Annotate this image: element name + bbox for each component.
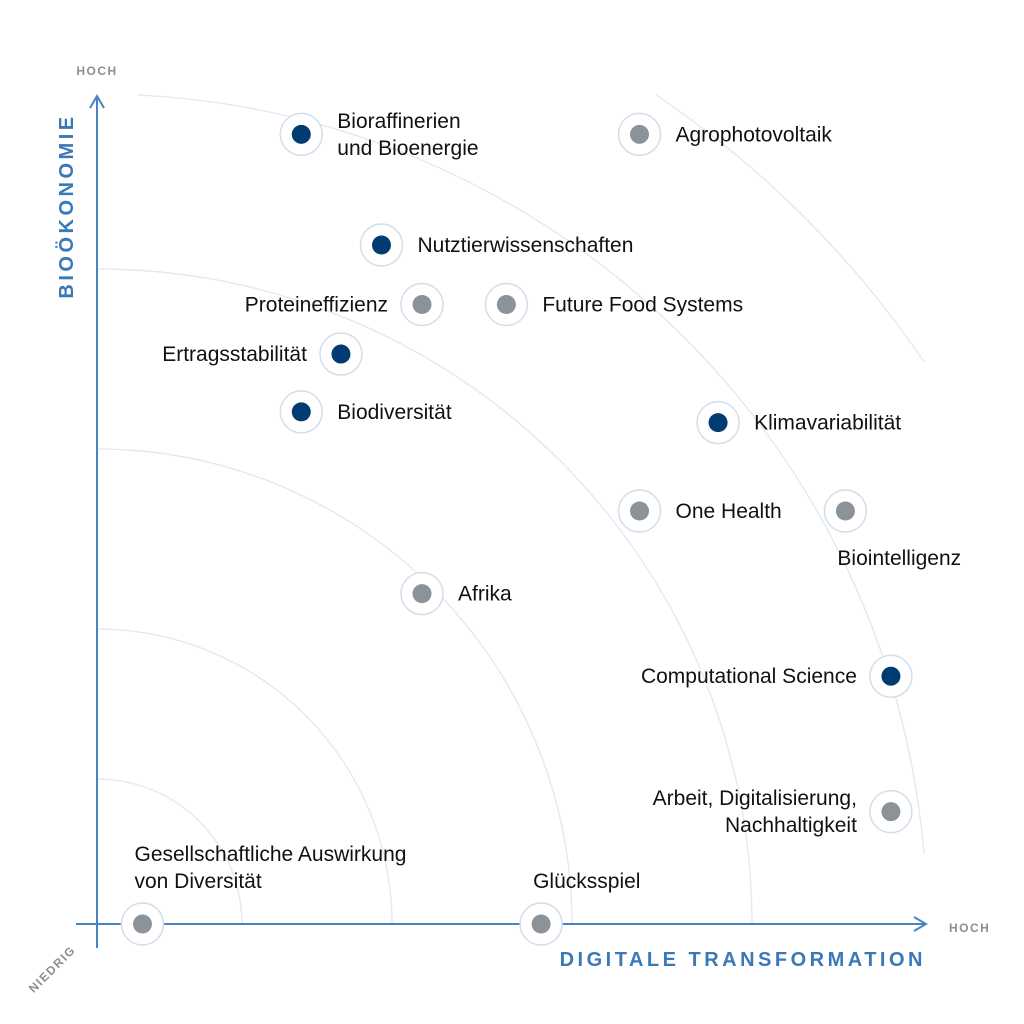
point-label-line: Nutztierwissenschaften [417, 234, 633, 257]
y-axis-high-label: HOCH [76, 64, 117, 78]
point-marker [881, 666, 901, 686]
grid-arc [96, 268, 753, 925]
point-label: Biodiversität [337, 401, 452, 424]
data-points: Bioraffinerien und Bioenergie Agrophotovol… [120, 110, 961, 946]
point-label: Computational Science [641, 665, 857, 688]
point-marker [630, 124, 650, 144]
point-label-line: Biointelligenz [837, 547, 961, 570]
data-point: Nutztierwissenschaften [359, 223, 633, 267]
data-point: Gesellschaftliche Auswirkung von Diversit… [120, 843, 406, 946]
point-marker [371, 235, 391, 255]
point-marker [881, 802, 901, 822]
point-label: One Health [676, 500, 782, 523]
data-point: Glücksspiel [519, 870, 640, 946]
point-marker [412, 584, 432, 604]
grid-arc [655, 94, 925, 363]
point-label: Arbeit, Digitalisierung, Nachhaltigkeit [653, 787, 857, 837]
data-point: Arbeit, Digitalisierung, Nachhaltigkeit [653, 787, 913, 837]
point-label: Biointelligenz [837, 547, 961, 570]
point-label-line: Nachhaltigkeit [725, 814, 857, 837]
point-label: Afrika [458, 583, 512, 606]
origin-label: NIEDRIG [26, 943, 79, 996]
data-point: Agrophotovoltaik [617, 112, 833, 157]
point-label-line: Biodiversität [337, 401, 452, 424]
axes: DIGITALE TRANSFORMATION BIOÖKONOMIE HOCH… [26, 64, 990, 996]
point-label: Ertragsstabilität [162, 343, 307, 366]
data-point: Ertragsstabilität [162, 332, 363, 376]
point-label-line: One Health [676, 500, 782, 523]
y-axis-arrow [89, 94, 105, 109]
x-axis-arrow [913, 916, 928, 932]
data-point: Afrika [400, 571, 512, 616]
point-label-line: und Bioenergie [337, 137, 478, 160]
point-marker [708, 413, 728, 433]
point-label-line: Ertragsstabilität [162, 343, 307, 366]
point-label: Proteineffizienz [245, 294, 388, 317]
grid-arc [96, 778, 243, 925]
point-marker [412, 295, 432, 314]
data-point: Computational Science [641, 654, 913, 698]
point-marker [132, 914, 152, 934]
data-point: Proteineffizienz [245, 282, 444, 327]
point-marker [496, 295, 516, 314]
point-label-line: von Diversität [134, 870, 261, 893]
grid-arc [137, 94, 925, 854]
point-label-line: Agrophotovoltaik [676, 123, 833, 146]
x-axis-title: DIGITALE TRANSFORMATION [560, 949, 926, 971]
y-axis-title: BIOÖKONOMIE [55, 113, 78, 298]
point-label: Agrophotovoltaik [676, 123, 833, 146]
point-label-line: Gesellschaftliche Auswirkung [134, 843, 406, 866]
point-label-line: Glücksspiel [533, 870, 640, 893]
grid-arc [96, 628, 393, 925]
point-marker [331, 344, 351, 364]
point-marker [835, 501, 855, 521]
data-point: Biodiversität [279, 390, 452, 434]
point-label-line: Proteineffizienz [245, 294, 388, 317]
data-point: One Health [617, 489, 782, 533]
x-axis-high-label: HOCH [949, 921, 990, 935]
point-label: Bioraffinerien und Bioenergie [337, 110, 478, 160]
point-label-line: Computational Science [641, 665, 857, 688]
point-label: Nutztierwissenschaften [417, 234, 633, 257]
point-label-line: Klimavariabilität [754, 412, 901, 435]
point-marker [531, 914, 551, 934]
point-label-line: Arbeit, Digitalisierung, [653, 787, 857, 810]
data-point: Biointelligenz [823, 489, 961, 570]
data-point: Bioraffinerien und Bioenergie [279, 110, 479, 160]
point-label: Gesellschaftliche Auswirkung von Diversit… [134, 843, 406, 893]
data-point: Future Food Systems [484, 282, 743, 327]
point-label: Glücksspiel [533, 870, 640, 893]
data-point: Klimavariabilität [696, 400, 901, 445]
point-label: Klimavariabilität [754, 412, 901, 435]
point-marker [291, 402, 311, 422]
point-label-line: Afrika [458, 583, 512, 606]
point-marker [630, 501, 650, 521]
point-marker [291, 124, 311, 144]
point-label-line: Future Food Systems [542, 294, 743, 317]
point-label: Future Food Systems [542, 294, 743, 317]
point-label-line: Bioraffinerien [337, 110, 460, 133]
